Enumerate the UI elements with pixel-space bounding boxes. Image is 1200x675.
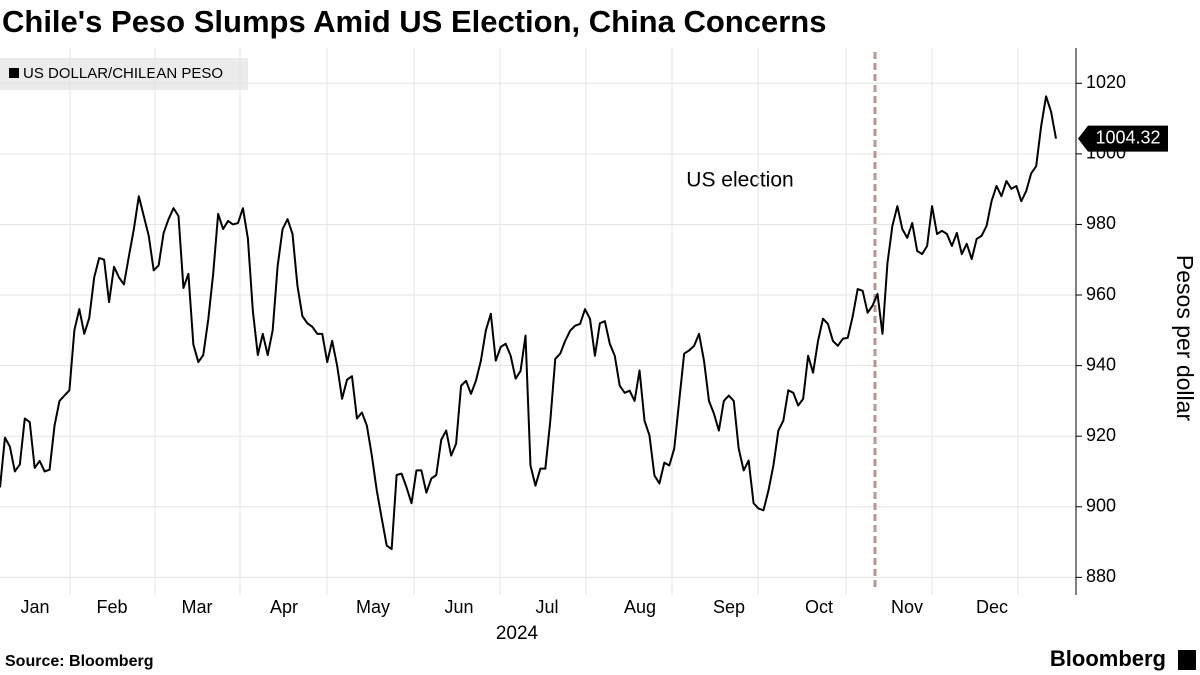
annotation: US election: [686, 169, 793, 192]
y-tick-label: 960: [1086, 284, 1116, 304]
y-tick-label: 980: [1086, 213, 1116, 233]
y-axis-title: Pesos per dollar: [1172, 255, 1198, 422]
brand-icon: [1178, 650, 1196, 670]
legend-swatch: [9, 68, 19, 78]
y-tick-label: 880: [1086, 566, 1116, 586]
x-tick-label: Oct: [805, 597, 833, 617]
x-tick-label: May: [356, 597, 390, 617]
x-tick-label: Aug: [624, 597, 656, 617]
x-tick-label: Jun: [444, 597, 473, 617]
x-tick-label: Feb: [96, 597, 127, 617]
legend-box: [0, 58, 248, 90]
last-value-box: [1078, 125, 1168, 152]
source: Source: Bloomberg: [5, 653, 153, 670]
x-tick-label: Apr: [270, 597, 298, 617]
x-tick-label: Dec: [976, 597, 1008, 617]
y-tick-label: 940: [1086, 354, 1116, 374]
price-line: [0, 95, 1057, 551]
y-tick-label: 920: [1086, 425, 1116, 445]
x-tick-label: Jul: [535, 597, 558, 617]
x-tick-label: Nov: [891, 597, 923, 617]
last-value-label: 1004.32: [1095, 127, 1160, 147]
brand: Bloomberg: [1050, 646, 1166, 671]
y-tick-label: 900: [1086, 496, 1116, 516]
chart-title: Chile's Peso Slumps Amid US Election, Ch…: [2, 4, 826, 39]
y-tick-label: 1020: [1086, 72, 1126, 92]
legend-label: US DOLLAR/CHILEAN PESO: [23, 65, 223, 82]
x-year-label: 2024: [496, 623, 539, 644]
x-tick-label: Mar: [182, 597, 213, 617]
x-tick-label: Jan: [20, 597, 49, 617]
x-tick-label: Sep: [713, 597, 745, 617]
